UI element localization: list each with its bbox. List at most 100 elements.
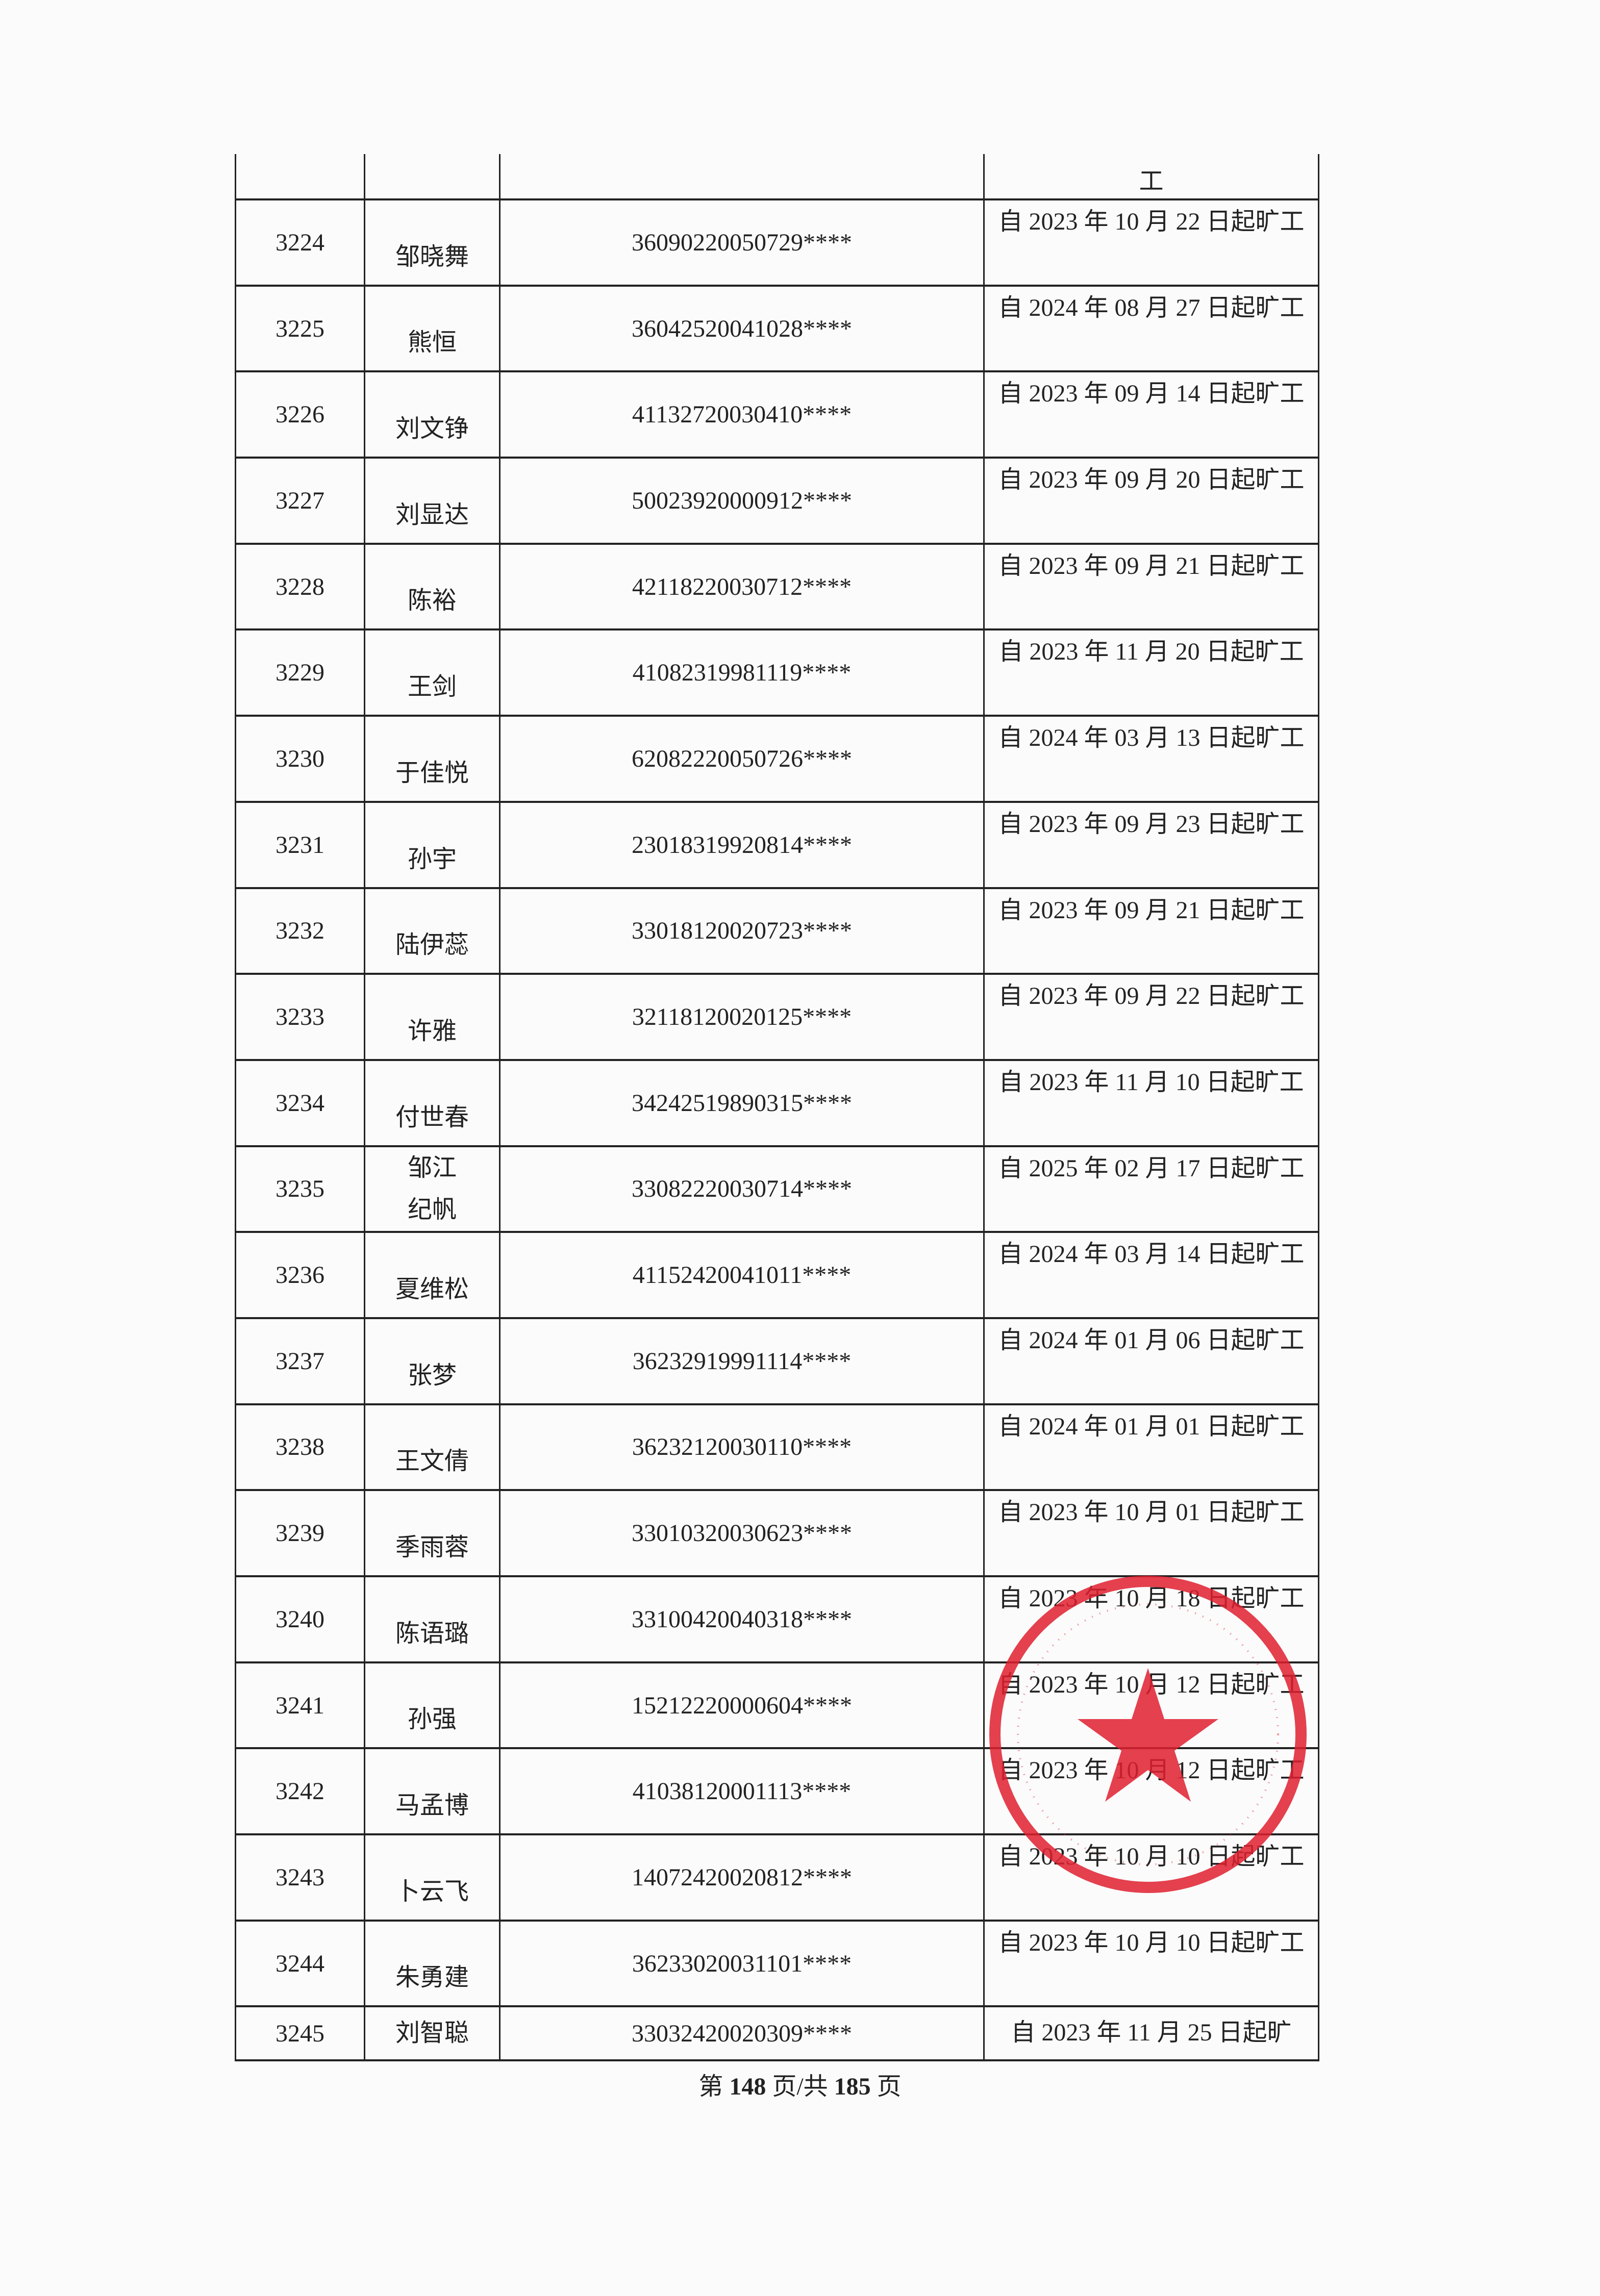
absence-status: 自 2023 年 09 月 14 日起旷工 [983, 372, 1319, 457]
row-number: 3225 [235, 286, 364, 371]
employee-name: 夏维松 [364, 1233, 499, 1317]
table-row: 3233 许雅 32118120020125**** 自 2023 年 09 月 22… [235, 975, 1319, 1061]
row-number: 3224 [235, 200, 364, 285]
footer-suffix: 页 [877, 2073, 902, 2100]
footer-middle: 页/共 [772, 2073, 828, 2100]
id-number: 41082319981119**** [499, 630, 983, 715]
employee-name: 付世春 [364, 1061, 499, 1145]
row-number: 3241 [235, 1663, 364, 1748]
table-row: 3229 王剑 41082319981119**** 自 2023 年 11 月 20… [235, 630, 1319, 717]
id-number: 36233020031101**** [499, 1921, 983, 2006]
id-number: 41038120001113**** [499, 1749, 983, 1834]
row-number: 3244 [235, 1921, 364, 2006]
employee-name: 刘文铮 [364, 372, 499, 457]
no-cell [235, 154, 364, 198]
table-row: 3230 于佳悦 62082220050726**** 自 2024 年 03 月 1… [235, 717, 1319, 803]
employee-name: 陆伊蕊 [364, 889, 499, 973]
row-number: 3233 [235, 975, 364, 1059]
table-row-partial: 工 [235, 154, 1319, 200]
current-page: 148 [729, 2073, 766, 2100]
absence-status: 自 2023 年 10 月 10 日起旷工 [983, 1835, 1319, 1920]
table-row: 3235 邹江纪帆 33082220030714**** 自 2025 年 02 月 … [235, 1147, 1319, 1233]
employee-name: 熊恒 [364, 286, 499, 371]
id-cell [499, 154, 983, 198]
id-number: 34242519890315**** [499, 1061, 983, 1145]
id-number: 41132720030410**** [499, 372, 983, 457]
table-row: 3234 付世春 34242519890315**** 自 2023 年 11 月 1… [235, 1061, 1319, 1147]
employee-table: 工 3224 邹晓舞 36090220050729**** 自 2023 年 10 月… [235, 154, 1319, 2062]
absence-status: 自 2024 年 01 月 06 日起旷工 [983, 1319, 1319, 1403]
employee-name: 孙宇 [364, 802, 499, 887]
absence-status: 自 2023 年 09 月 21 日起旷工 [983, 544, 1319, 629]
absence-status: 自 2023 年 10 月 01 日起旷工 [983, 1491, 1319, 1575]
table-row: 3225 熊恒 36042520041028**** 自 2024 年 08 月 27… [235, 286, 1319, 373]
employee-name: 季雨蓉 [364, 1491, 499, 1575]
id-number: 41152420041011**** [499, 1233, 983, 1317]
id-number: 36232120030110**** [499, 1405, 983, 1490]
employee-name: 邹江纪帆 [364, 1147, 499, 1231]
id-number: 32118120020125**** [499, 975, 983, 1059]
table-row: 3224 邹晓舞 36090220050729**** 自 2023 年 10 月 2… [235, 200, 1319, 287]
id-number: 15212220000604**** [499, 1663, 983, 1748]
employee-name: 陈语璐 [364, 1577, 499, 1661]
table-row: 3228 陈裕 42118220030712**** 自 2023 年 09 月 21… [235, 544, 1319, 631]
row-number: 3229 [235, 630, 364, 715]
row-number: 3237 [235, 1319, 364, 1403]
table-row: 3245 刘智聪 33032420020309**** 自 2023 年 11 月 2… [235, 2007, 1319, 2062]
employee-name: 邹晓舞 [364, 200, 499, 285]
employee-name: 刘显达 [364, 459, 499, 543]
row-number: 3238 [235, 1405, 364, 1490]
row-number: 3236 [235, 1233, 364, 1317]
table-row: 3239 季雨蓉 33010320030623**** 自 2023 年 10 月 0… [235, 1491, 1319, 1577]
row-number: 3226 [235, 372, 364, 457]
page-footer: 第 148 页/共 185 页 [0, 2066, 1600, 2102]
table-row: 3243 卜云飞 14072420020812**** 自 2023 年 10 月 1… [235, 1835, 1319, 1922]
employee-name: 许雅 [364, 975, 499, 1059]
row-number: 3243 [235, 1835, 364, 1920]
status-cell: 工 [983, 154, 1319, 198]
row-number: 3228 [235, 544, 364, 629]
employee-name: 王剑 [364, 630, 499, 715]
id-number: 14072420020812**** [499, 1835, 983, 1920]
absence-status: 自 2023 年 09 月 21 日起旷工 [983, 889, 1319, 973]
absence-status: 自 2025 年 02 月 17 日起旷工 [983, 1147, 1319, 1231]
row-number: 3232 [235, 889, 364, 973]
absence-status: 自 2023 年 09 月 22 日起旷工 [983, 975, 1319, 1059]
table-row: 3240 陈语璐 33100420040318**** 自 2023 年 10 月 1… [235, 1577, 1319, 1663]
absence-status: 自 2023 年 09 月 23 日起旷工 [983, 802, 1319, 887]
row-number: 3235 [235, 1147, 364, 1231]
table-row: 3236 夏维松 41152420041011**** 自 2024 年 03 月 1… [235, 1233, 1319, 1319]
absence-status: 自 2024 年 03 月 13 日起旷工 [983, 717, 1319, 801]
row-number: 3240 [235, 1577, 364, 1661]
id-number: 50023920000912**** [499, 459, 983, 543]
id-number: 33018120020723**** [499, 889, 983, 973]
table-row: 3232 陆伊蕊 33018120020723**** 自 2023 年 09 月 2… [235, 889, 1319, 975]
absence-status: 自 2023 年 10 月 10 日起旷工 [983, 1921, 1319, 2006]
row-number: 3231 [235, 802, 364, 887]
employee-name: 卜云飞 [364, 1835, 499, 1920]
id-number: 33082220030714**** [499, 1147, 983, 1231]
id-number: 36232919991114**** [499, 1319, 983, 1403]
employee-name: 马孟博 [364, 1749, 499, 1834]
table-row: 3231 孙宇 23018319920814**** 自 2023 年 09 月 23… [235, 802, 1319, 889]
row-number: 3239 [235, 1491, 364, 1575]
employee-name: 张梦 [364, 1319, 499, 1403]
absence-status: 自 2023 年 10 月 18 日起旷工 [983, 1577, 1319, 1661]
row-number: 3227 [235, 459, 364, 543]
row-number: 3245 [235, 2007, 364, 2060]
table-row: 3226 刘文铮 41132720030410**** 自 2023 年 09 月 1… [235, 372, 1319, 459]
row-number: 3230 [235, 717, 364, 801]
total-pages: 185 [834, 2073, 871, 2100]
id-number: 33032420020309**** [499, 2007, 983, 2060]
id-number: 36090220050729**** [499, 200, 983, 285]
id-number: 33100420040318**** [499, 1577, 983, 1661]
id-number: 42118220030712**** [499, 544, 983, 629]
table-row: 3242 马孟博 41038120001113**** 自 2023 年 10 月 1… [235, 1749, 1319, 1836]
absence-status: 自 2023 年 10 月 12 日起旷工 [983, 1749, 1319, 1834]
id-number: 36042520041028**** [499, 286, 983, 371]
absence-status: 自 2023 年 11 月 20 日起旷工 [983, 630, 1319, 715]
employee-name: 刘智聪 [364, 2007, 499, 2060]
employee-name: 陈裕 [364, 544, 499, 629]
id-number: 23018319920814**** [499, 802, 983, 887]
absence-status: 自 2023 年 11 月 10 日起旷工 [983, 1061, 1319, 1145]
